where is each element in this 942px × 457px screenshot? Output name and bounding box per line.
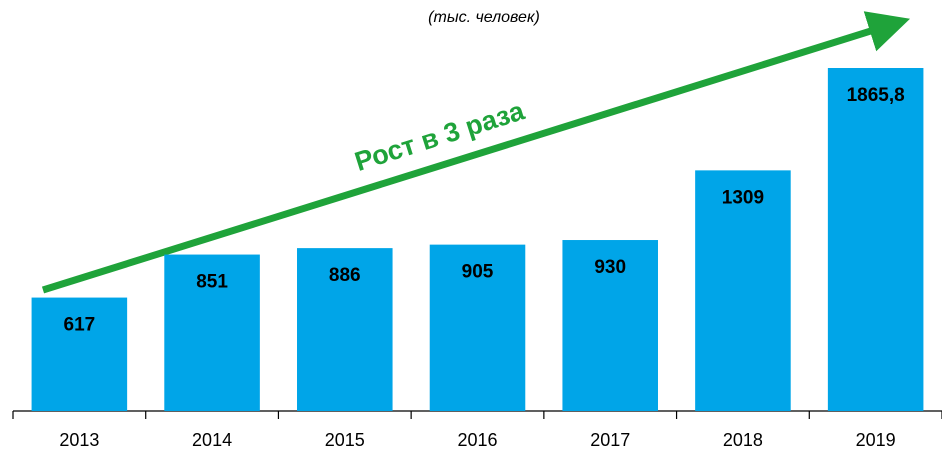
bar bbox=[297, 248, 393, 411]
bar bbox=[429, 244, 526, 411]
value-label: 930 bbox=[594, 257, 626, 278]
value-label: 1309 bbox=[722, 187, 764, 208]
value-label: 886 bbox=[329, 265, 361, 286]
x-tick-label: 2015 bbox=[325, 430, 365, 450]
value-label: 851 bbox=[196, 272, 228, 293]
bar bbox=[827, 68, 924, 411]
x-tick-label: 2014 bbox=[192, 430, 232, 450]
subtitle: (тыс. человек) bbox=[428, 9, 540, 26]
value-label: 905 bbox=[462, 262, 494, 283]
x-tick-label: 2017 bbox=[590, 430, 630, 450]
bar bbox=[562, 240, 658, 411]
bar bbox=[695, 170, 791, 411]
x-tick-label: 2016 bbox=[457, 430, 497, 450]
x-tick-label: 2013 bbox=[59, 430, 99, 450]
x-tick-label: 2018 bbox=[723, 430, 763, 450]
bar bbox=[31, 297, 128, 411]
value-label: 1865,8 bbox=[847, 85, 905, 106]
x-tick-label: 2019 bbox=[856, 430, 896, 450]
growth-arrow bbox=[41, 11, 911, 294]
bar bbox=[164, 254, 260, 411]
value-label: 617 bbox=[64, 315, 96, 336]
